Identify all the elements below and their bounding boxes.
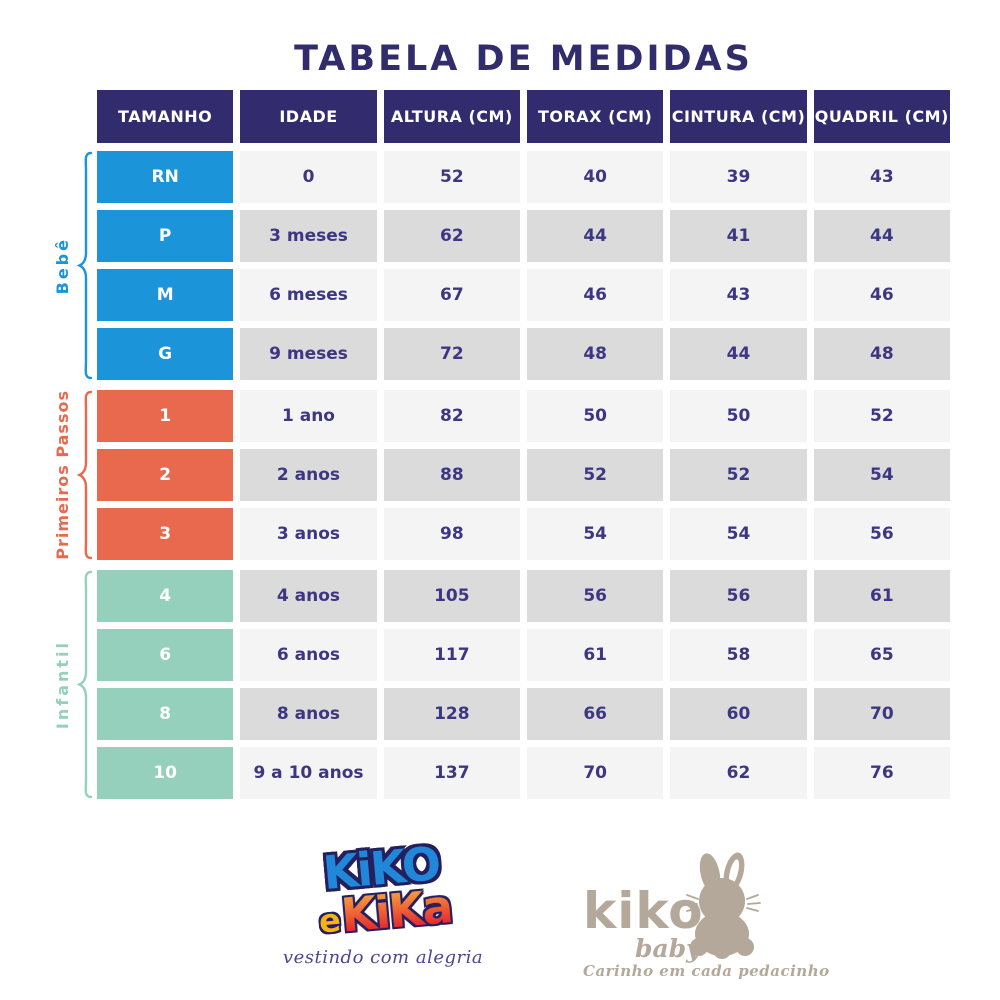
data-cell: 137 xyxy=(383,747,520,799)
data-cell: 88 xyxy=(383,449,520,501)
data-cell: 54 xyxy=(670,508,807,560)
column-header-1: TAMANHO xyxy=(97,90,234,143)
data-cell: 76 xyxy=(813,747,950,799)
data-cell: 4 anos xyxy=(240,570,377,622)
size-cell: M xyxy=(97,269,234,321)
data-cell: 41 xyxy=(670,210,807,262)
data-cell: 70 xyxy=(526,747,664,799)
data-cell: 117 xyxy=(383,629,520,681)
size-table: TAMANHO IDADE ALTURA (CM) TORAX (CM) CINTURA… xyxy=(53,90,950,799)
kiko-e-kika-wordmark: KiKO e KiKa xyxy=(278,836,488,943)
data-cell: 2 anos xyxy=(240,449,377,501)
data-cell: 67 xyxy=(383,269,520,321)
data-cell: 65 xyxy=(813,629,950,681)
data-cell: 61 xyxy=(526,629,664,681)
size-group: Bebê RN 0 52 40 39 43 P 3 meses 62 44 41 44 M 6 meses 6… xyxy=(53,151,950,380)
data-cell: 82 xyxy=(383,390,520,442)
size-cell: 6 xyxy=(97,629,234,681)
data-cell: 56 xyxy=(526,570,664,622)
data-cell: 44 xyxy=(813,210,950,262)
data-cell: 48 xyxy=(526,328,664,380)
data-cell: 56 xyxy=(813,508,950,560)
data-cell: 105 xyxy=(383,570,520,622)
group-label: Primeiros Passos xyxy=(53,390,72,560)
data-cell: 3 meses xyxy=(240,210,377,262)
kiko-e-letter: e xyxy=(317,901,343,941)
bunny-icon xyxy=(684,852,761,959)
data-cell: 43 xyxy=(813,151,950,203)
data-cell: 50 xyxy=(670,390,807,442)
size-cell: 8 xyxy=(97,688,234,740)
group-side-label: Infantil xyxy=(35,570,93,799)
size-group: Infantil 4 4 anos 105 56 56 61 6 6 anos 117 61 58 65… xyxy=(53,570,950,799)
size-cell: 3 xyxy=(97,508,234,560)
size-group: Primeiros Passos 1 1 ano 82 50 50 52 2 2 anos 88 5… xyxy=(53,390,950,560)
group-brace-icon xyxy=(77,390,93,560)
kiko-kika-tagline: vestindo com alegria xyxy=(282,947,484,969)
data-cell: 52 xyxy=(383,151,520,203)
group-side-label: Bebê xyxy=(35,151,93,380)
data-cell: 62 xyxy=(670,747,807,799)
data-cell: 8 anos xyxy=(240,688,377,740)
data-cell: 48 xyxy=(813,328,950,380)
size-cell: P xyxy=(97,210,234,262)
data-cell: 43 xyxy=(670,269,807,321)
data-cell: 70 xyxy=(813,688,950,740)
group-side-label: Primeiros Passos xyxy=(35,390,93,560)
column-header-3: ALTURA (CM) xyxy=(383,90,520,143)
size-cell: 10 xyxy=(97,747,234,799)
column-header-2: IDADE xyxy=(240,90,377,143)
data-cell: 52 xyxy=(670,449,807,501)
size-cell: 1 xyxy=(97,390,234,442)
kika-word: KiKa xyxy=(338,878,454,943)
data-cell: 54 xyxy=(526,508,664,560)
group-brace-icon xyxy=(77,570,93,799)
data-cell: 0 xyxy=(240,151,377,203)
data-cell: 44 xyxy=(670,328,807,380)
group-label: Infantil xyxy=(53,639,72,730)
data-cell: 3 anos xyxy=(240,508,377,560)
data-cell: 6 anos xyxy=(240,629,377,681)
table-body: Bebê RN 0 52 40 39 43 P 3 meses 62 44 41 44 M 6 meses 6… xyxy=(53,151,950,799)
data-cell: 128 xyxy=(383,688,520,740)
group-brace-icon xyxy=(77,151,93,380)
data-cell: 9 a 10 anos xyxy=(240,747,377,799)
column-header-6: QUADRIL (CM) xyxy=(813,90,950,143)
column-header-5: CINTURA (CM) xyxy=(670,90,807,143)
data-cell: 52 xyxy=(526,449,664,501)
kiko-baby-name: kiko xyxy=(583,882,704,940)
data-cell: 62 xyxy=(383,210,520,262)
size-cell: RN xyxy=(97,151,234,203)
size-cell: 2 xyxy=(97,449,234,501)
data-cell: 54 xyxy=(813,449,950,501)
kiko-e-kika-logo: KiKO e KiKa vestindo com alegria xyxy=(281,836,485,969)
page-title: TABELA DE MEDIDAS xyxy=(294,39,753,80)
data-cell: 66 xyxy=(526,688,664,740)
data-cell: 39 xyxy=(670,151,807,203)
data-cell: 44 xyxy=(526,210,664,262)
kiko-baby-logo: kiko baby Carinho em cada pedacinho xyxy=(583,850,829,980)
group-label: Bebê xyxy=(53,236,72,295)
table-header-row: TAMANHO IDADE ALTURA (CM) TORAX (CM) CINTURA… xyxy=(97,90,950,143)
size-cell: G xyxy=(97,328,234,380)
data-cell: 58 xyxy=(670,629,807,681)
data-cell: 52 xyxy=(813,390,950,442)
data-cell: 46 xyxy=(526,269,664,321)
data-cell: 50 xyxy=(526,390,664,442)
data-cell: 61 xyxy=(813,570,950,622)
column-header-4: TORAX (CM) xyxy=(526,90,664,143)
data-cell: 6 meses xyxy=(240,269,377,321)
size-cell: 4 xyxy=(97,570,234,622)
data-cell: 98 xyxy=(383,508,520,560)
kiko-baby-sub: baby xyxy=(635,934,701,963)
data-cell: 72 xyxy=(383,328,520,380)
kiko-baby-tagline: Carinho em cada pedacinho xyxy=(583,962,830,980)
data-cell: 1 ano xyxy=(240,390,377,442)
data-cell: 56 xyxy=(670,570,807,622)
data-cell: 40 xyxy=(526,151,664,203)
data-cell: 60 xyxy=(670,688,807,740)
data-cell: 9 meses xyxy=(240,328,377,380)
data-cell: 46 xyxy=(813,269,950,321)
